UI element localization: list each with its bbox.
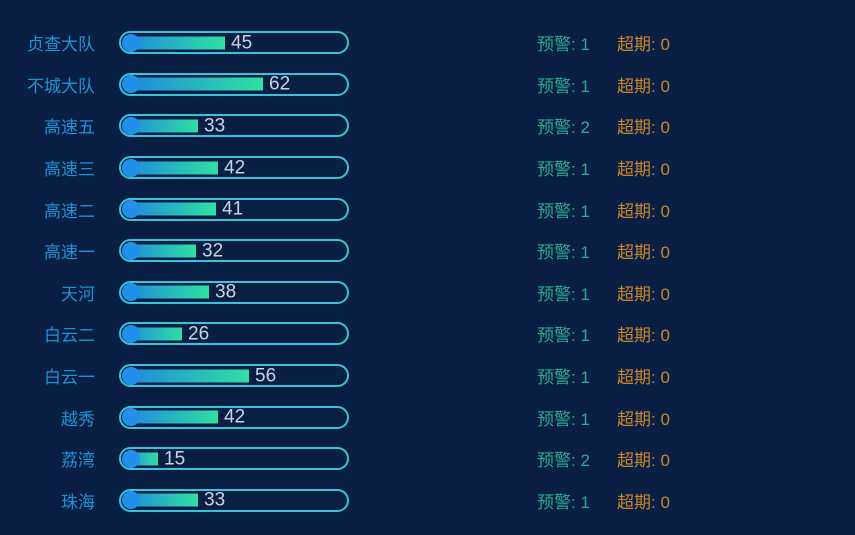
progress-bar[interactable]: 32 [119, 239, 349, 263]
table-row: 越秀 42 预警: 1 超期: 0 [0, 396, 855, 438]
overdue-count: 超期: 0 [617, 118, 670, 138]
table-row: 高速三 42 预警: 1 超期: 0 [0, 147, 855, 189]
bar-fill [124, 161, 218, 175]
table-row: 白云二 26 预警: 1 超期: 0 [0, 313, 855, 355]
overdue-count: 超期: 0 [617, 409, 670, 429]
unit-label: 荔湾 [61, 451, 95, 471]
bar-head-dot-icon [122, 158, 140, 177]
unit-label: 白云二 [44, 326, 95, 346]
bar-fill [124, 244, 196, 258]
warning-count: 预警: 2 [537, 451, 590, 471]
overdue-count: 超期: 0 [617, 368, 670, 388]
unit-label: 高速五 [44, 118, 95, 138]
unit-label: 珠海 [61, 492, 95, 512]
bar-value: 15 [164, 448, 186, 470]
table-row: 珠海 33 预警: 1 超期: 0 [0, 480, 855, 522]
warning-count: 预警: 2 [537, 118, 590, 138]
bar-fill [124, 202, 216, 216]
overdue-count: 超期: 0 [617, 451, 670, 471]
table-row: 高速二 41 预警: 1 超期: 0 [0, 188, 855, 230]
progress-bar[interactable]: 42 [119, 405, 349, 429]
unit-label: 高速一 [44, 243, 95, 263]
bar-fill [124, 77, 263, 91]
bar-head-dot-icon [122, 241, 140, 260]
progress-bar[interactable]: 56 [119, 364, 349, 388]
bar-head-dot-icon [122, 116, 140, 135]
bar-head-dot-icon [122, 33, 140, 52]
bar-head-dot-icon [122, 491, 140, 510]
bar-fill [124, 119, 198, 133]
bar-value: 45 [231, 32, 253, 54]
progress-bar[interactable]: 41 [119, 197, 349, 221]
progress-bar[interactable]: 15 [119, 447, 349, 471]
bar-head-dot-icon [122, 324, 140, 343]
table-row: 高速五 33 预警: 2 超期: 0 [0, 105, 855, 147]
bar-fill [124, 410, 218, 424]
bar-head-dot-icon [122, 283, 140, 302]
progress-bar[interactable]: 33 [119, 488, 349, 512]
unit-label: 高速三 [44, 160, 95, 180]
overdue-count: 超期: 0 [617, 76, 670, 96]
bar-fill [124, 285, 209, 299]
warning-count: 预警: 1 [537, 492, 590, 512]
progress-bar[interactable]: 33 [119, 114, 349, 138]
bar-value: 41 [222, 198, 244, 220]
table-row: 贞查大队 45 预警: 1 超期: 0 [0, 22, 855, 64]
progress-bar[interactable]: 62 [119, 72, 349, 96]
bar-head-dot-icon [122, 75, 140, 94]
table-row: 天河 38 预警: 1 超期: 0 [0, 272, 855, 314]
overdue-count: 超期: 0 [617, 35, 670, 55]
overdue-count: 超期: 0 [617, 243, 670, 263]
unit-label: 不城大队 [27, 76, 95, 96]
bar-value: 38 [215, 281, 237, 303]
warning-count: 预警: 1 [537, 243, 590, 263]
bar-value: 62 [269, 73, 291, 95]
unit-label: 越秀 [61, 409, 95, 429]
warning-count: 预警: 1 [537, 409, 590, 429]
progress-bar[interactable]: 45 [119, 31, 349, 55]
bar-value: 56 [255, 365, 277, 387]
warning-count: 预警: 1 [537, 368, 590, 388]
warning-count: 预警: 1 [537, 284, 590, 304]
bar-value: 33 [204, 489, 226, 511]
bar-fill [124, 493, 198, 507]
progress-bar[interactable]: 42 [119, 156, 349, 180]
unit-label: 贞查大队 [27, 35, 95, 55]
bar-value: 32 [202, 240, 224, 262]
bar-value: 42 [224, 157, 246, 179]
table-row: 高速一 32 预警: 1 超期: 0 [0, 230, 855, 272]
overdue-count: 超期: 0 [617, 201, 670, 221]
warning-count: 预警: 1 [537, 326, 590, 346]
progress-bar[interactable]: 38 [119, 280, 349, 304]
bar-head-dot-icon [122, 366, 140, 385]
warning-count: 预警: 1 [537, 76, 590, 96]
unit-label: 白云一 [44, 368, 95, 388]
warning-count: 预警: 1 [537, 160, 590, 180]
bar-head-dot-icon [122, 200, 140, 219]
unit-label: 天河 [61, 284, 95, 304]
bar-value: 42 [224, 406, 246, 428]
bar-head-dot-icon [122, 449, 140, 468]
overdue-count: 超期: 0 [617, 284, 670, 304]
table-row: 荔湾 15 预警: 2 超期: 0 [0, 438, 855, 480]
table-row: 不城大队 62 预警: 1 超期: 0 [0, 64, 855, 106]
bar-value: 33 [204, 115, 226, 137]
bar-fill [124, 36, 225, 50]
warning-count: 预警: 1 [537, 35, 590, 55]
bar-fill [124, 369, 249, 383]
bar-value: 26 [188, 323, 210, 345]
overdue-count: 超期: 0 [617, 492, 670, 512]
overdue-count: 超期: 0 [617, 326, 670, 346]
progress-bar[interactable]: 26 [119, 322, 349, 346]
table-row: 白云一 56 预警: 1 超期: 0 [0, 355, 855, 397]
unit-label: 高速二 [44, 201, 95, 221]
overdue-count: 超期: 0 [617, 160, 670, 180]
bar-head-dot-icon [122, 408, 140, 427]
warning-count: 预警: 1 [537, 201, 590, 221]
